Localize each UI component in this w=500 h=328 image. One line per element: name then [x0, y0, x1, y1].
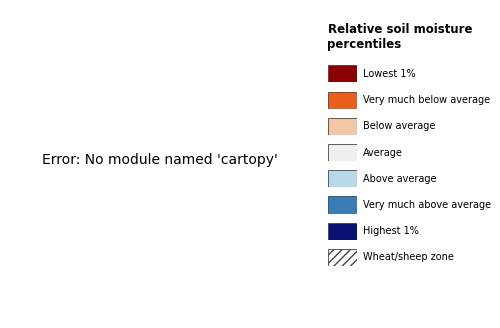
Text: Very much above average: Very much above average — [362, 200, 490, 210]
Text: Average: Average — [362, 148, 403, 157]
Text: Error: No module named 'cartopy': Error: No module named 'cartopy' — [42, 153, 278, 167]
Text: Relative soil moisture
percentiles: Relative soil moisture percentiles — [328, 23, 472, 51]
Text: Highest 1%: Highest 1% — [362, 226, 418, 236]
Text: Lowest 1%: Lowest 1% — [362, 69, 415, 79]
Text: Above average: Above average — [362, 174, 436, 184]
Text: Below average: Below average — [362, 121, 435, 131]
Text: Very much below average: Very much below average — [362, 95, 490, 105]
Text: Wheat/sheep zone: Wheat/sheep zone — [362, 253, 454, 262]
